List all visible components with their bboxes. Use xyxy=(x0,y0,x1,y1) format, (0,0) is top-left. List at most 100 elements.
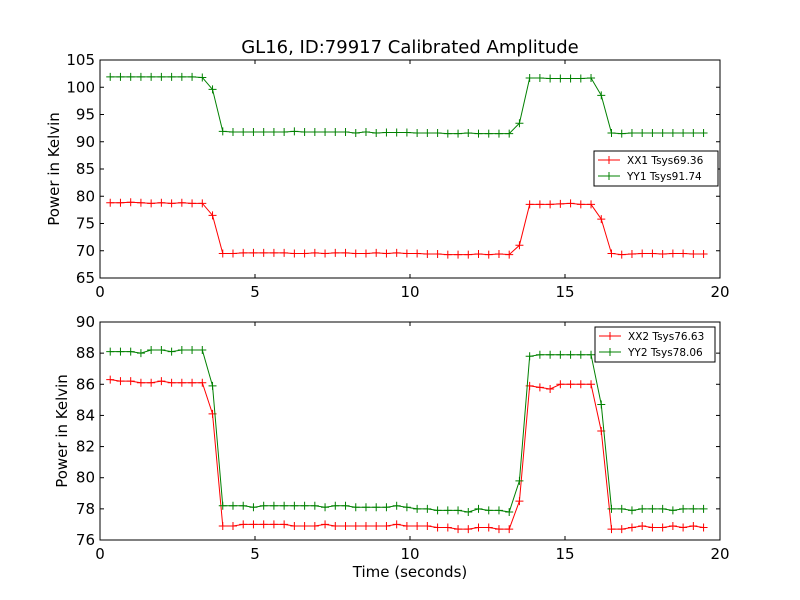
data-point-marker xyxy=(382,128,391,137)
data-point-marker xyxy=(607,249,616,258)
data-point-marker xyxy=(239,127,248,136)
data-point-marker xyxy=(116,72,125,81)
data-point-marker xyxy=(638,504,647,513)
data-point-marker xyxy=(259,127,268,136)
data-point-marker xyxy=(556,199,565,208)
data-point-marker xyxy=(505,525,514,534)
data-point-marker xyxy=(321,249,330,258)
data-point-marker xyxy=(280,248,289,257)
data-point-marker xyxy=(116,198,125,207)
x-tick-label: 20 xyxy=(710,283,729,301)
data-point-marker xyxy=(402,128,411,137)
data-point-marker xyxy=(249,248,258,257)
data-point-marker xyxy=(106,375,115,384)
data-point-marker xyxy=(464,250,473,259)
data-point-marker xyxy=(331,248,340,257)
data-point-marker xyxy=(454,506,463,515)
data-point-marker xyxy=(218,249,227,258)
data-point-marker xyxy=(658,250,667,259)
data-point-marker xyxy=(331,521,340,530)
data-point-marker xyxy=(228,521,237,530)
data-point-marker xyxy=(259,520,268,529)
data-point-marker xyxy=(627,250,636,259)
data-point-marker xyxy=(546,74,555,83)
data-point-marker xyxy=(157,72,166,81)
data-point-marker xyxy=(126,72,135,81)
y-axis-label: Power in Kelvin xyxy=(45,112,63,226)
data-point-marker xyxy=(627,129,636,138)
data-point-marker xyxy=(300,501,309,510)
data-point-marker xyxy=(699,523,708,532)
data-point-marker xyxy=(679,249,688,258)
data-point-marker xyxy=(515,241,524,250)
data-point-marker xyxy=(382,521,391,530)
data-point-marker xyxy=(515,476,524,485)
data-point-marker xyxy=(679,129,688,138)
data-point-marker xyxy=(515,119,524,128)
data-point-marker xyxy=(208,85,217,94)
data-point-marker xyxy=(413,504,422,513)
data-point-marker xyxy=(627,506,636,515)
data-point-marker xyxy=(218,521,227,530)
data-point-marker xyxy=(239,501,248,510)
data-point-marker xyxy=(494,506,503,515)
data-point-marker xyxy=(464,525,473,534)
data-point-marker xyxy=(474,129,483,138)
data-point-marker xyxy=(668,521,677,530)
data-point-marker xyxy=(321,127,330,136)
data-point-marker xyxy=(290,521,299,530)
data-point-marker xyxy=(259,248,268,257)
data-point-marker xyxy=(535,200,544,209)
data-point-marker xyxy=(321,520,330,529)
data-point-marker xyxy=(321,503,330,512)
data-point-marker xyxy=(699,129,708,138)
data-point-marker xyxy=(290,249,299,258)
data-point-marker xyxy=(351,249,360,258)
data-point-marker xyxy=(484,523,493,532)
data-point-marker xyxy=(597,91,606,100)
data-point-marker xyxy=(188,72,197,81)
data-point-marker xyxy=(658,504,667,513)
legend-entry-label: XX2 Tsys76.63 xyxy=(628,331,704,343)
data-point-marker xyxy=(331,127,340,136)
data-point-marker xyxy=(341,248,350,257)
x-tick-label: 10 xyxy=(400,283,419,301)
data-point-marker xyxy=(198,199,207,208)
series-line-2 xyxy=(110,76,704,135)
data-point-marker xyxy=(505,507,514,516)
data-point-marker xyxy=(300,127,309,136)
y-tick-label: 70 xyxy=(76,242,95,260)
data-point-marker xyxy=(484,250,493,259)
data-point-marker xyxy=(218,501,227,510)
y-tick-label: 105 xyxy=(66,51,95,69)
data-point-marker xyxy=(106,198,115,207)
data-point-marker xyxy=(382,249,391,258)
data-point-marker xyxy=(638,521,647,530)
data-point-marker xyxy=(413,521,422,530)
data-point-marker xyxy=(607,525,616,534)
data-point-marker xyxy=(546,200,555,209)
data-point-marker xyxy=(136,349,145,358)
data-point-marker xyxy=(566,74,575,83)
data-point-marker xyxy=(361,249,370,258)
data-point-marker xyxy=(689,521,698,530)
data-point-marker xyxy=(474,504,483,513)
data-point-marker xyxy=(658,129,667,138)
data-point-marker xyxy=(280,520,289,529)
data-point-marker xyxy=(198,346,207,355)
data-point-marker xyxy=(310,127,319,136)
data-point-marker xyxy=(126,198,135,207)
legend-entry-label: YY2 Tsys78.06 xyxy=(627,347,703,359)
y-tick-label: 90 xyxy=(76,133,95,151)
data-point-marker xyxy=(167,378,176,387)
data-point-marker xyxy=(658,523,667,532)
data-point-marker xyxy=(556,350,565,359)
data-point-marker xyxy=(228,249,237,258)
series-line-2 xyxy=(110,349,704,513)
data-point-marker xyxy=(607,129,616,138)
data-point-marker xyxy=(597,215,606,224)
data-point-marker xyxy=(535,350,544,359)
data-point-marker xyxy=(372,129,381,138)
data-point-marker xyxy=(290,127,299,136)
